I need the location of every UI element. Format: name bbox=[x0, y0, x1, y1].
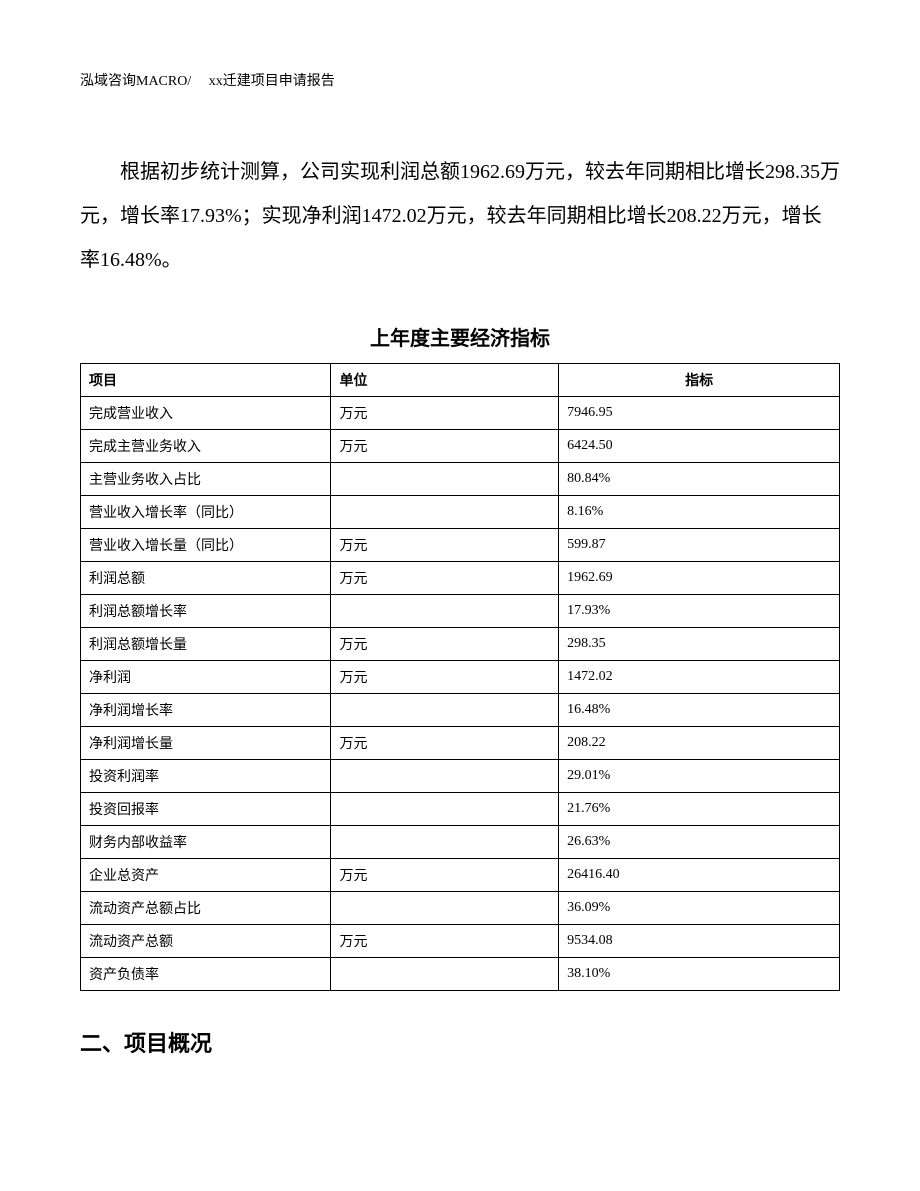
table-body: 完成营业收入万元7946.95完成主营业务收入万元6424.50主营业务收入占比… bbox=[81, 397, 840, 991]
table-row: 资产负债率 38.10% bbox=[81, 958, 840, 991]
table-cell bbox=[331, 463, 559, 496]
table-cell bbox=[331, 694, 559, 727]
table-cell: 6424.50 bbox=[559, 430, 840, 463]
table-row: 利润总额增长量万元298.35 bbox=[81, 628, 840, 661]
table-title: 上年度主要经济指标 bbox=[80, 322, 840, 351]
table-cell bbox=[331, 595, 559, 628]
col-header-unit: 单位 bbox=[331, 364, 559, 397]
table-cell: 26416.40 bbox=[559, 859, 840, 892]
table-cell: 1962.69 bbox=[559, 562, 840, 595]
table-row: 完成营业收入万元7946.95 bbox=[81, 397, 840, 430]
table-cell: 38.10% bbox=[559, 958, 840, 991]
table-row: 完成主营业务收入万元6424.50 bbox=[81, 430, 840, 463]
table-cell: 29.01% bbox=[559, 760, 840, 793]
table-cell: 投资回报率 bbox=[81, 793, 331, 826]
table-cell: 净利润 bbox=[81, 661, 331, 694]
table-row: 利润总额增长率 17.93% bbox=[81, 595, 840, 628]
table-row: 利润总额万元1962.69 bbox=[81, 562, 840, 595]
table-cell: 流动资产总额占比 bbox=[81, 892, 331, 925]
table-cell: 主营业务收入占比 bbox=[81, 463, 331, 496]
table-cell bbox=[331, 892, 559, 925]
table-cell: 36.09% bbox=[559, 892, 840, 925]
table-cell: 利润总额增长率 bbox=[81, 595, 331, 628]
col-header-item: 项目 bbox=[81, 364, 331, 397]
table-cell: 利润总额 bbox=[81, 562, 331, 595]
table-row: 营业收入增长量（同比）万元599.87 bbox=[81, 529, 840, 562]
table-cell: 298.35 bbox=[559, 628, 840, 661]
table-cell: 净利润增长率 bbox=[81, 694, 331, 727]
table-cell: 利润总额增长量 bbox=[81, 628, 331, 661]
table-row: 主营业务收入占比 80.84% bbox=[81, 463, 840, 496]
summary-paragraph: 根据初步统计测算，公司实现利润总额1962.69万元，较去年同期相比增长298.… bbox=[80, 150, 840, 282]
table-row: 财务内部收益率 26.63% bbox=[81, 826, 840, 859]
table-row: 净利润万元1472.02 bbox=[81, 661, 840, 694]
table-row: 企业总资产万元26416.40 bbox=[81, 859, 840, 892]
table-cell: 投资利润率 bbox=[81, 760, 331, 793]
page-container: 泓域咨询MACRO/ xx迁建项目申请报告 根据初步统计测算，公司实现利润总额1… bbox=[0, 0, 920, 1118]
table-row: 流动资产总额占比 36.09% bbox=[81, 892, 840, 925]
table-cell bbox=[331, 958, 559, 991]
table-cell: 万元 bbox=[331, 859, 559, 892]
table-cell bbox=[331, 496, 559, 529]
section-heading: 二、项目概况 bbox=[80, 1026, 840, 1058]
table-header-row: 项目 单位 指标 bbox=[81, 364, 840, 397]
table-row: 净利润增长量万元208.22 bbox=[81, 727, 840, 760]
table-cell bbox=[331, 826, 559, 859]
table-cell: 7946.95 bbox=[559, 397, 840, 430]
table-cell: 完成营业收入 bbox=[81, 397, 331, 430]
table-cell: 599.87 bbox=[559, 529, 840, 562]
table-cell: 净利润增长量 bbox=[81, 727, 331, 760]
table-cell: 万元 bbox=[331, 562, 559, 595]
table-cell: 万元 bbox=[331, 529, 559, 562]
table-cell: 万元 bbox=[331, 727, 559, 760]
table-cell: 营业收入增长量（同比） bbox=[81, 529, 331, 562]
page-header: 泓域咨询MACRO/ xx迁建项目申请报告 bbox=[80, 70, 840, 90]
table-row: 流动资产总额万元9534.08 bbox=[81, 925, 840, 958]
table-cell: 16.48% bbox=[559, 694, 840, 727]
table-cell: 26.63% bbox=[559, 826, 840, 859]
table-cell: 8.16% bbox=[559, 496, 840, 529]
table-cell bbox=[331, 760, 559, 793]
table-cell: 流动资产总额 bbox=[81, 925, 331, 958]
table-cell: 9534.08 bbox=[559, 925, 840, 958]
table-row: 投资回报率 21.76% bbox=[81, 793, 840, 826]
table-cell: 万元 bbox=[331, 628, 559, 661]
economic-indicators-table: 项目 单位 指标 完成营业收入万元7946.95完成主营业务收入万元6424.5… bbox=[80, 363, 840, 991]
table-cell: 1472.02 bbox=[559, 661, 840, 694]
table-cell: 万元 bbox=[331, 925, 559, 958]
table-cell: 万元 bbox=[331, 430, 559, 463]
table-cell: 208.22 bbox=[559, 727, 840, 760]
table-cell: 17.93% bbox=[559, 595, 840, 628]
table-cell: 企业总资产 bbox=[81, 859, 331, 892]
table-cell: 万元 bbox=[331, 397, 559, 430]
table-cell bbox=[331, 793, 559, 826]
col-header-indicator: 指标 bbox=[559, 364, 840, 397]
table-cell: 21.76% bbox=[559, 793, 840, 826]
table-cell: 万元 bbox=[331, 661, 559, 694]
table-row: 净利润增长率 16.48% bbox=[81, 694, 840, 727]
table-row: 营业收入增长率（同比） 8.16% bbox=[81, 496, 840, 529]
table-cell: 资产负债率 bbox=[81, 958, 331, 991]
table-cell: 财务内部收益率 bbox=[81, 826, 331, 859]
table-cell: 80.84% bbox=[559, 463, 840, 496]
table-cell: 完成主营业务收入 bbox=[81, 430, 331, 463]
table-cell: 营业收入增长率（同比） bbox=[81, 496, 331, 529]
table-row: 投资利润率 29.01% bbox=[81, 760, 840, 793]
